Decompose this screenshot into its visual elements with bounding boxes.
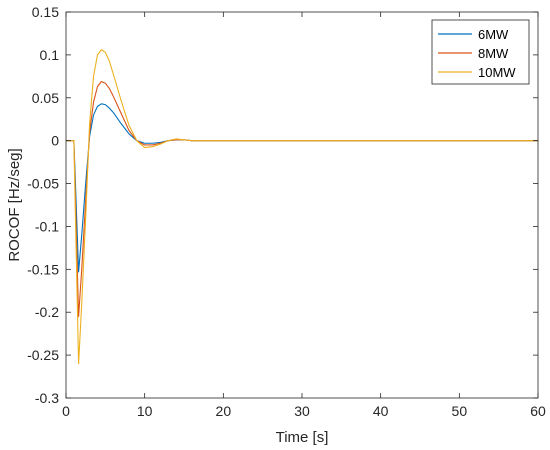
x-tick-label: 50 [452, 403, 468, 419]
x-tick-label: 30 [294, 403, 310, 419]
x-tick-label: 40 [373, 403, 389, 419]
y-tick-label: 0.1 [40, 47, 60, 63]
x-axis-label: Time [s] [276, 429, 329, 446]
legend-label-6mw: 6MW [478, 27, 509, 42]
legend-box [431, 19, 530, 85]
x-tick-label: 0 [62, 403, 70, 419]
y-tick-label: 0 [51, 133, 59, 149]
x-tick-label: 60 [530, 403, 546, 419]
legend-label-8mw: 8MW [478, 46, 509, 61]
x-tick-label: 20 [216, 403, 232, 419]
y-tick-label: -0.3 [35, 390, 59, 406]
series-line-10mw [66, 49, 538, 365]
y-tick-label: 0.15 [32, 4, 59, 20]
y-tick-label: -0.2 [35, 304, 59, 320]
y-tick-label: -0.1 [35, 218, 59, 234]
y-tick-label: -0.05 [27, 176, 59, 192]
legend-label-10mw: 10MW [478, 65, 516, 80]
y-axis-label: ROCOF [Hz/seg] [6, 148, 23, 261]
series-layer [66, 49, 538, 365]
ticks-layer: 0 10 20 30 40 50 60 -0.3 -0.25 -0.2 -0.15 -0.1 -0.05… [27, 4, 546, 419]
y-tick-label: 0.05 [32, 90, 59, 106]
y-tick-label: -0.15 [27, 261, 59, 277]
legend[interactable]: 6MW 8MW 10MW [431, 19, 530, 85]
x-tick-label: 10 [137, 403, 153, 419]
y-tick-label: -0.25 [27, 347, 59, 363]
